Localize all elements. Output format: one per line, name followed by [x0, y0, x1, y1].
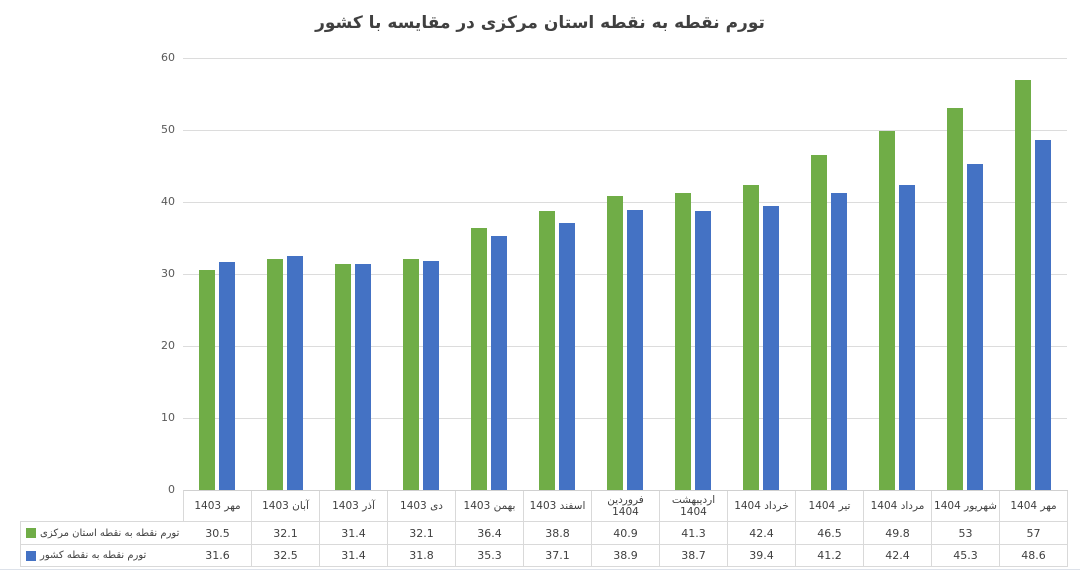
- table-header-cell: اسفند 1403: [524, 491, 592, 522]
- bar-province: [743, 184, 759, 490]
- table-value-cell-province: 36.4: [456, 522, 524, 545]
- bar-province: [335, 263, 351, 490]
- table-value-cell-province: 53: [932, 522, 1000, 545]
- bar-country: [491, 235, 507, 490]
- table-value-cell-province: 46.5: [796, 522, 864, 545]
- table-value-cell-country: 38.9: [592, 545, 660, 567]
- legend-item-province: تورم نقطه به نقطه استان مرکزی: [21, 522, 184, 544]
- gridline-y30: [183, 274, 1067, 275]
- legend: تورم نقطه به نقطه استان مرکزی تورم نقطه …: [20, 521, 184, 567]
- bar-province: [675, 192, 691, 490]
- bar-province: [811, 155, 827, 490]
- bar-province: [879, 131, 895, 490]
- bar-country: [559, 222, 575, 490]
- table-header-cell: مرداد 1404: [864, 491, 932, 522]
- chart-title: تورم نقطه به نقطه استان مرکزی در مقایسه …: [315, 13, 765, 33]
- legend-item-country: تورم نقطه به نقطه کشور: [21, 544, 184, 566]
- table-header-cell: مهر 1403: [184, 491, 252, 522]
- gridline-y20: [183, 346, 1067, 347]
- y-axis-tick-label: 20: [161, 339, 175, 352]
- gridline-y40: [183, 202, 1067, 203]
- bar-country: [219, 262, 235, 490]
- bar-country: [967, 163, 983, 490]
- bar-province: [199, 270, 215, 490]
- table-header-cell: مهر 1404: [1000, 491, 1068, 522]
- bar-country: [423, 261, 439, 490]
- bar-province: [471, 227, 487, 490]
- table-value-cell-province: 30.5: [184, 522, 252, 545]
- y-axis-tick-label: 0: [168, 483, 175, 496]
- legend-key-country-icon: [26, 550, 36, 561]
- gridline-y10: [183, 418, 1067, 419]
- data-table: مهر 1403 آبان 1403 آذر 1403 دی 1403 بهمن 140…: [183, 490, 1068, 567]
- table-value-cell-province: 38.8: [524, 522, 592, 545]
- table-header-cell: دی 1403: [388, 491, 456, 522]
- bar-province: [267, 258, 283, 490]
- y-axis-tick-label: 10: [161, 411, 175, 424]
- table-value-cell-country: 37.1: [524, 545, 592, 567]
- table-header-cell: آذر 1403: [320, 491, 388, 522]
- table-value-cell-province: 41.3: [660, 522, 728, 545]
- table-value-cell-country: 45.3: [932, 545, 1000, 567]
- table-value-cell-country: 42.4: [864, 545, 932, 567]
- legend-label-province: تورم نقطه به نقطه استان مرکزی: [40, 527, 180, 539]
- table-header-cell: تیر 1404: [796, 491, 864, 522]
- bar-province: [403, 258, 419, 490]
- bar-country: [287, 256, 303, 490]
- y-axis-tick-label: 30: [161, 267, 175, 280]
- table-value-cell-province: 32.1: [388, 522, 456, 545]
- table-value-cell-country: 39.4: [728, 545, 796, 567]
- bar-country: [695, 211, 711, 490]
- table-value-cell-country: 31.6: [184, 545, 252, 567]
- table-header-cell: خرداد 1404: [728, 491, 796, 522]
- legend-label-country: تورم نقطه به نقطه کشور: [40, 550, 147, 561]
- bar-country: [627, 209, 643, 490]
- y-axis-tick-label: 50: [161, 123, 175, 136]
- table-header-cell: اردیبهشت 1404: [660, 491, 728, 522]
- table-value-cell-province: 57: [1000, 522, 1068, 545]
- table-value-cell-country: 31.8: [388, 545, 456, 567]
- gridline-y50: [183, 130, 1067, 131]
- bar-province: [539, 210, 555, 490]
- table-header-cell: شهریور 1404: [932, 491, 1000, 522]
- bar-province: [1015, 79, 1031, 490]
- table-header-cell: آبان 1403: [252, 491, 320, 522]
- bar-province: [947, 108, 963, 490]
- table-value-cell-country: 41.2: [796, 545, 864, 567]
- table-value-cell-province: 31.4: [320, 522, 388, 545]
- table-value-cell-country: 35.3: [456, 545, 524, 567]
- table-header-cell: فروردین 1404: [592, 491, 660, 522]
- bar-country: [763, 206, 779, 490]
- bar-country: [899, 184, 915, 490]
- table-value-cell-province: 40.9: [592, 522, 660, 545]
- table-header-cell: بهمن 1403: [456, 491, 524, 522]
- table-value-cell-province: 49.8: [864, 522, 932, 545]
- table-value-cell-country: 31.4: [320, 545, 388, 567]
- table-value-cell-province: 32.1: [252, 522, 320, 545]
- table-value-cell-province: 42.4: [728, 522, 796, 545]
- bar-country: [831, 193, 847, 490]
- chart-frame-bottom-border: [0, 569, 1080, 570]
- table-value-cell-country: 38.7: [660, 545, 728, 567]
- bar-province: [607, 195, 623, 490]
- y-axis-tick-label: 60: [161, 51, 175, 64]
- bar-country: [1035, 140, 1051, 490]
- table-value-cell-country: 48.6: [1000, 545, 1068, 567]
- bar-country: [355, 263, 371, 490]
- table-value-cell-country: 32.5: [252, 545, 320, 567]
- y-axis-tick-label: 40: [161, 195, 175, 208]
- gridline-y60: [183, 58, 1067, 59]
- legend-key-province-icon: [26, 528, 36, 538]
